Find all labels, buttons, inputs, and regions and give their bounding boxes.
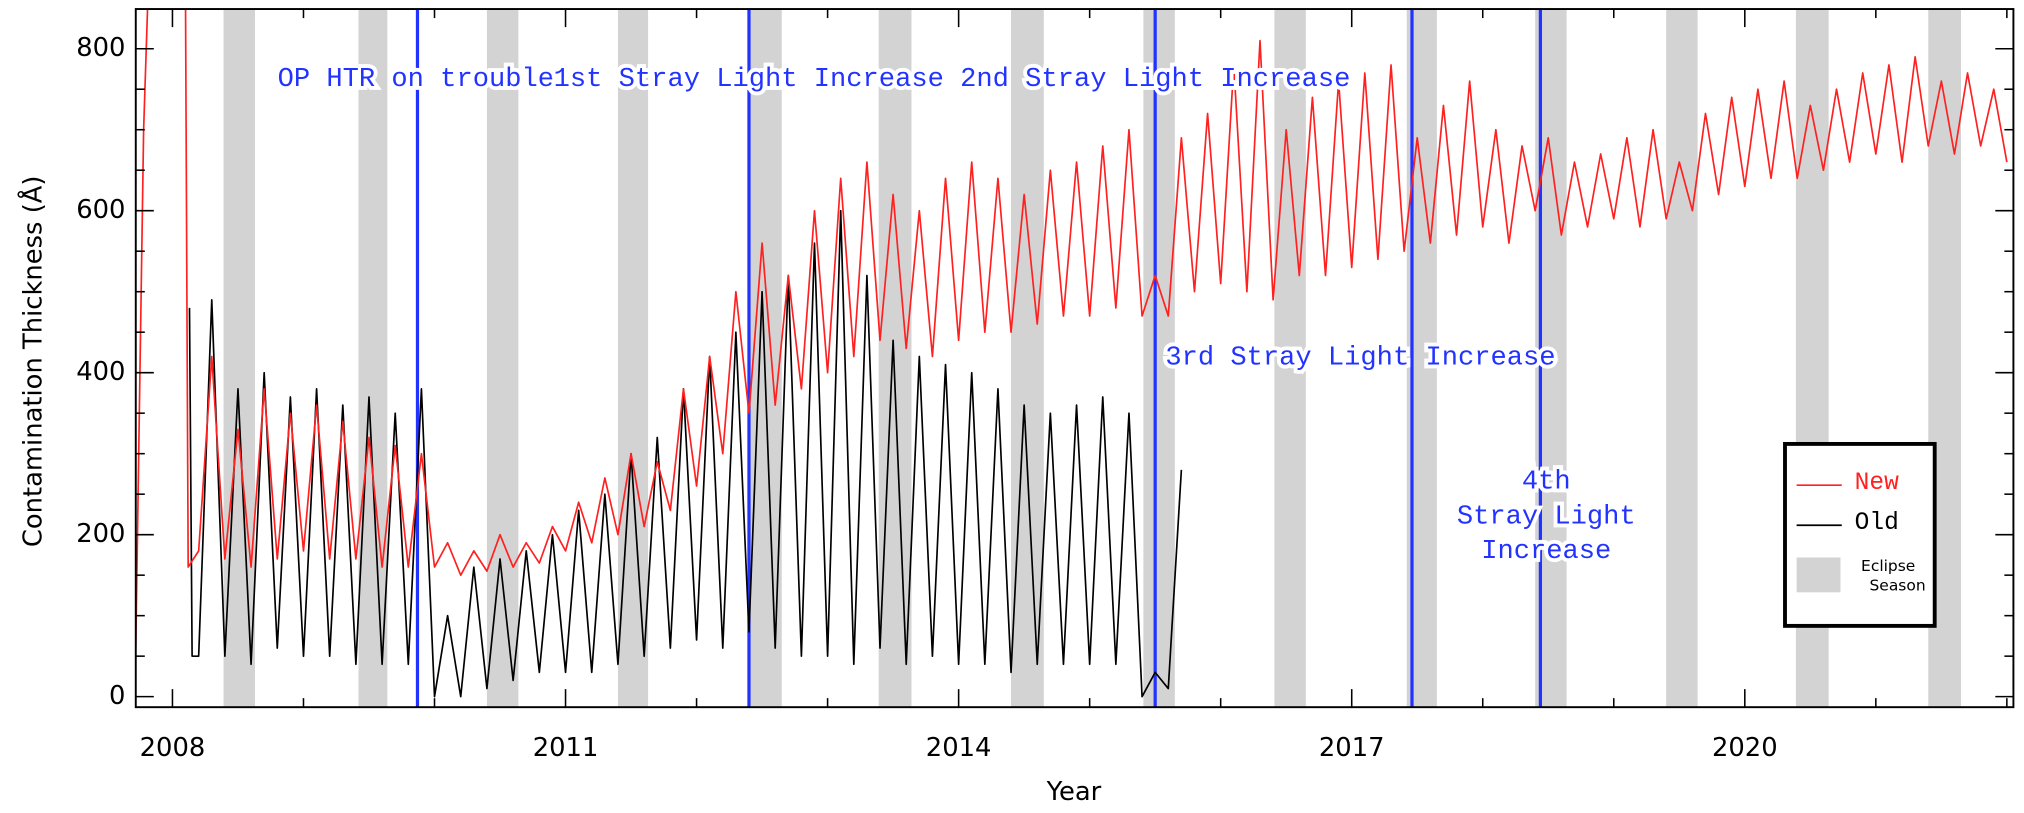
legend-label: Eclipse [1861, 557, 1915, 575]
y-tick-label: 400 [76, 357, 125, 387]
legend-swatch [1796, 557, 1841, 593]
legend-label: New [1855, 470, 1899, 497]
legend-label: Season [1870, 576, 1926, 594]
annotations: OP HTR on trouble 1st Stray Light Increas… [274, 60, 1640, 571]
y-tick-label: 200 [76, 519, 125, 549]
lines [135, 9, 2008, 698]
event-label: 2nd Stray Light Increase [960, 64, 1350, 95]
event-label: 3rd Stray Light Increase [1165, 343, 1555, 374]
x-tick-label: 2008 [140, 733, 206, 763]
eclipse-band [1143, 9, 1175, 708]
eclipse-band [1011, 9, 1044, 708]
series-line [135, 9, 2008, 649]
x-axis-label: Year [1046, 777, 1102, 807]
eclipse-band [1274, 9, 1306, 708]
eclipse-band [1666, 9, 1698, 708]
legend-label: Old [1855, 510, 1899, 537]
legend-box [1783, 441, 1937, 628]
eclipse-band [486, 9, 519, 708]
plot-frame [134, 8, 2015, 709]
axes: 0 200 400 600 800 2008 2011 2014 2017 2020 [76, 8, 2015, 763]
event-label: 4th [1522, 467, 1571, 498]
event-lines [415, 9, 1543, 708]
eclipse-band [878, 9, 912, 708]
y-tick-label: 800 [76, 33, 125, 63]
y-tick-label: 600 [76, 195, 125, 225]
event-label: Stray Light [1457, 501, 1636, 532]
y-axis-label: Contamination Thickness (Å) [16, 176, 48, 548]
event-label: OP HTR on trouble [278, 64, 554, 95]
x-tick-label: 2017 [1319, 733, 1385, 763]
event-label: Increase [1481, 536, 1611, 567]
eclipse-band [358, 9, 388, 708]
x-tick-label: 2020 [1712, 733, 1778, 763]
y-tick-label: 0 [109, 681, 125, 711]
event-label: 1st Stray Light Increase [554, 64, 944, 95]
x-tick-label: 2014 [926, 733, 992, 763]
x-tick-label: 2011 [533, 733, 599, 763]
